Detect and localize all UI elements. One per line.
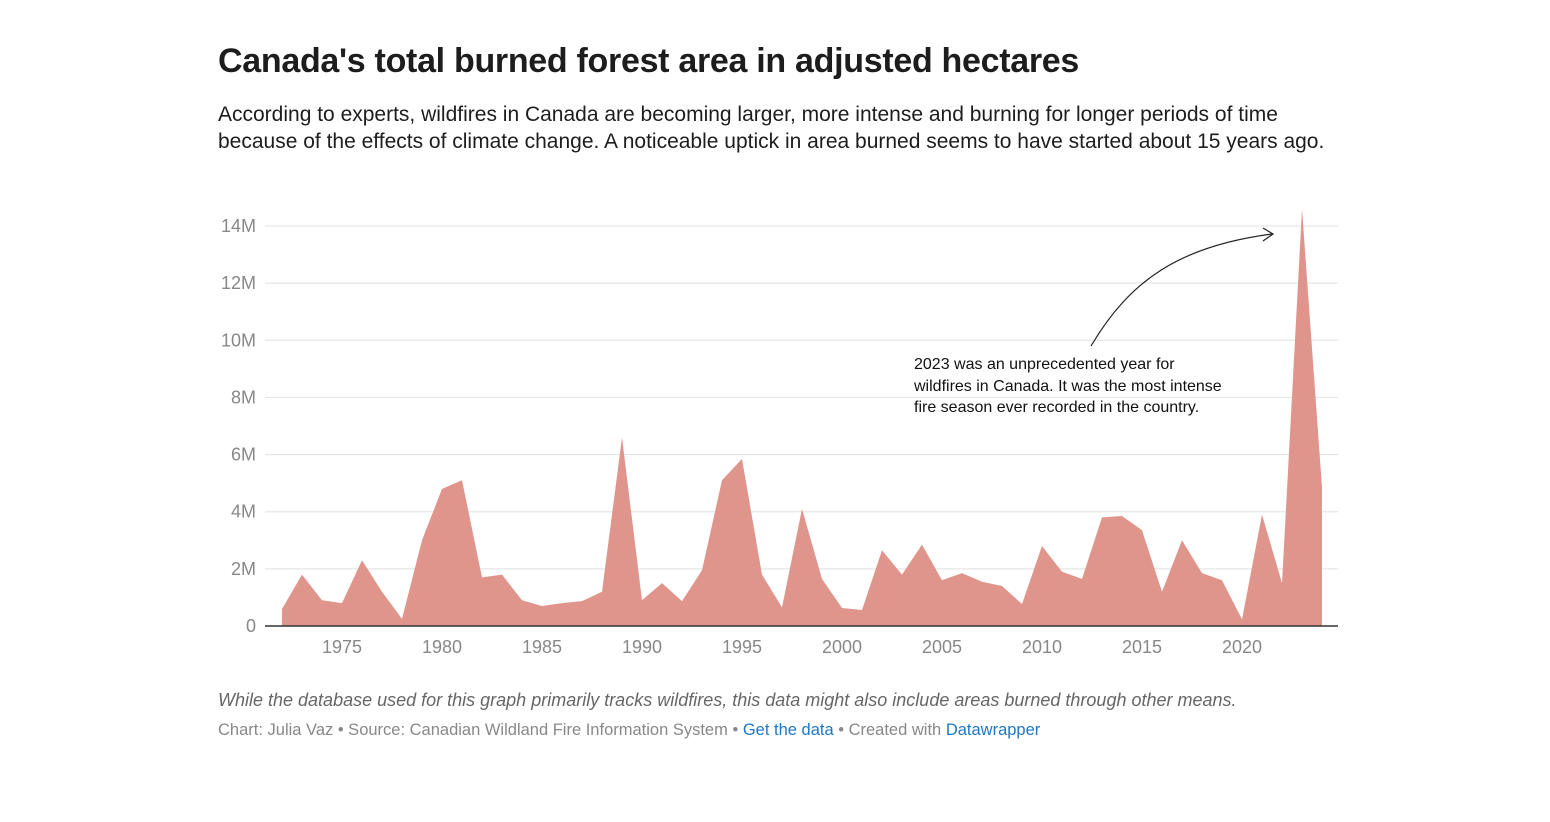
byline-created: • Created with [833, 721, 946, 739]
byline: Chart: Julia Vaz • Source: Canadian Wild… [218, 721, 1040, 740]
x-tick-label: 1980 [422, 637, 462, 657]
x-tick-label: 2020 [1222, 637, 1262, 657]
y-tick-label: 12M [221, 273, 256, 293]
x-tick-label: 2000 [822, 637, 862, 657]
x-tick-label: 1990 [622, 637, 662, 657]
x-tick-label: 1995 [722, 637, 762, 657]
chart-note: While the database used for this graph p… [218, 690, 1237, 710]
byline-source: Chart: Julia Vaz • Source: Canadian Wild… [218, 721, 743, 739]
y-tick-label: 8M [231, 387, 256, 407]
chart-title: Canada's total burned forest area in adj… [218, 42, 1080, 80]
y-tick-label: 10M [221, 330, 256, 350]
annotation-2023: 2023 was an unprecedented year for wildf… [914, 356, 1222, 416]
annotation-arrow [1090, 233, 1273, 347]
x-tick-label: 2005 [922, 637, 962, 657]
x-tick-label: 1975 [322, 637, 362, 657]
datawrapper-link[interactable]: Datawrapper [945, 721, 1041, 739]
get-data-link[interactable]: Get the data [742, 721, 834, 739]
x-tick-label: 2015 [1122, 637, 1162, 657]
x-tick-label: 2010 [1022, 637, 1062, 657]
burned-area-series [282, 208, 1322, 626]
chart-subtitle: According to experts, wildfires in Canad… [218, 103, 1325, 153]
annotation-arrowhead [1262, 227, 1275, 242]
y-tick-label: 4M [231, 502, 256, 522]
y-tick-label: 0 [246, 616, 256, 636]
y-tick-label: 2M [231, 559, 256, 579]
x-tick-label: 1985 [522, 637, 562, 657]
y-tick-label: 14M [221, 216, 256, 236]
y-tick-label: 6M [231, 445, 256, 465]
